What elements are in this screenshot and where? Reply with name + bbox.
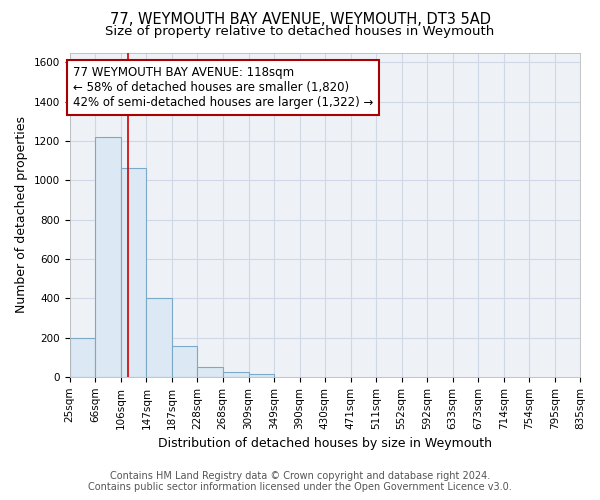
Text: Size of property relative to detached houses in Weymouth: Size of property relative to detached ho… bbox=[106, 25, 494, 38]
Bar bbox=[248, 374, 274, 377]
Bar bbox=[197, 367, 223, 377]
Text: Contains HM Land Registry data © Crown copyright and database right 2024.
Contai: Contains HM Land Registry data © Crown c… bbox=[88, 471, 512, 492]
Text: 77, WEYMOUTH BAY AVENUE, WEYMOUTH, DT3 5AD: 77, WEYMOUTH BAY AVENUE, WEYMOUTH, DT3 5… bbox=[110, 12, 491, 28]
Bar bbox=[146, 298, 172, 377]
Bar bbox=[70, 338, 95, 377]
Bar bbox=[95, 137, 121, 377]
Bar bbox=[223, 372, 248, 377]
Bar bbox=[121, 168, 146, 377]
X-axis label: Distribution of detached houses by size in Weymouth: Distribution of detached houses by size … bbox=[158, 437, 492, 450]
Text: 77 WEYMOUTH BAY AVENUE: 118sqm
← 58% of detached houses are smaller (1,820)
42% : 77 WEYMOUTH BAY AVENUE: 118sqm ← 58% of … bbox=[73, 66, 373, 110]
Y-axis label: Number of detached properties: Number of detached properties bbox=[15, 116, 28, 313]
Bar bbox=[172, 346, 197, 377]
